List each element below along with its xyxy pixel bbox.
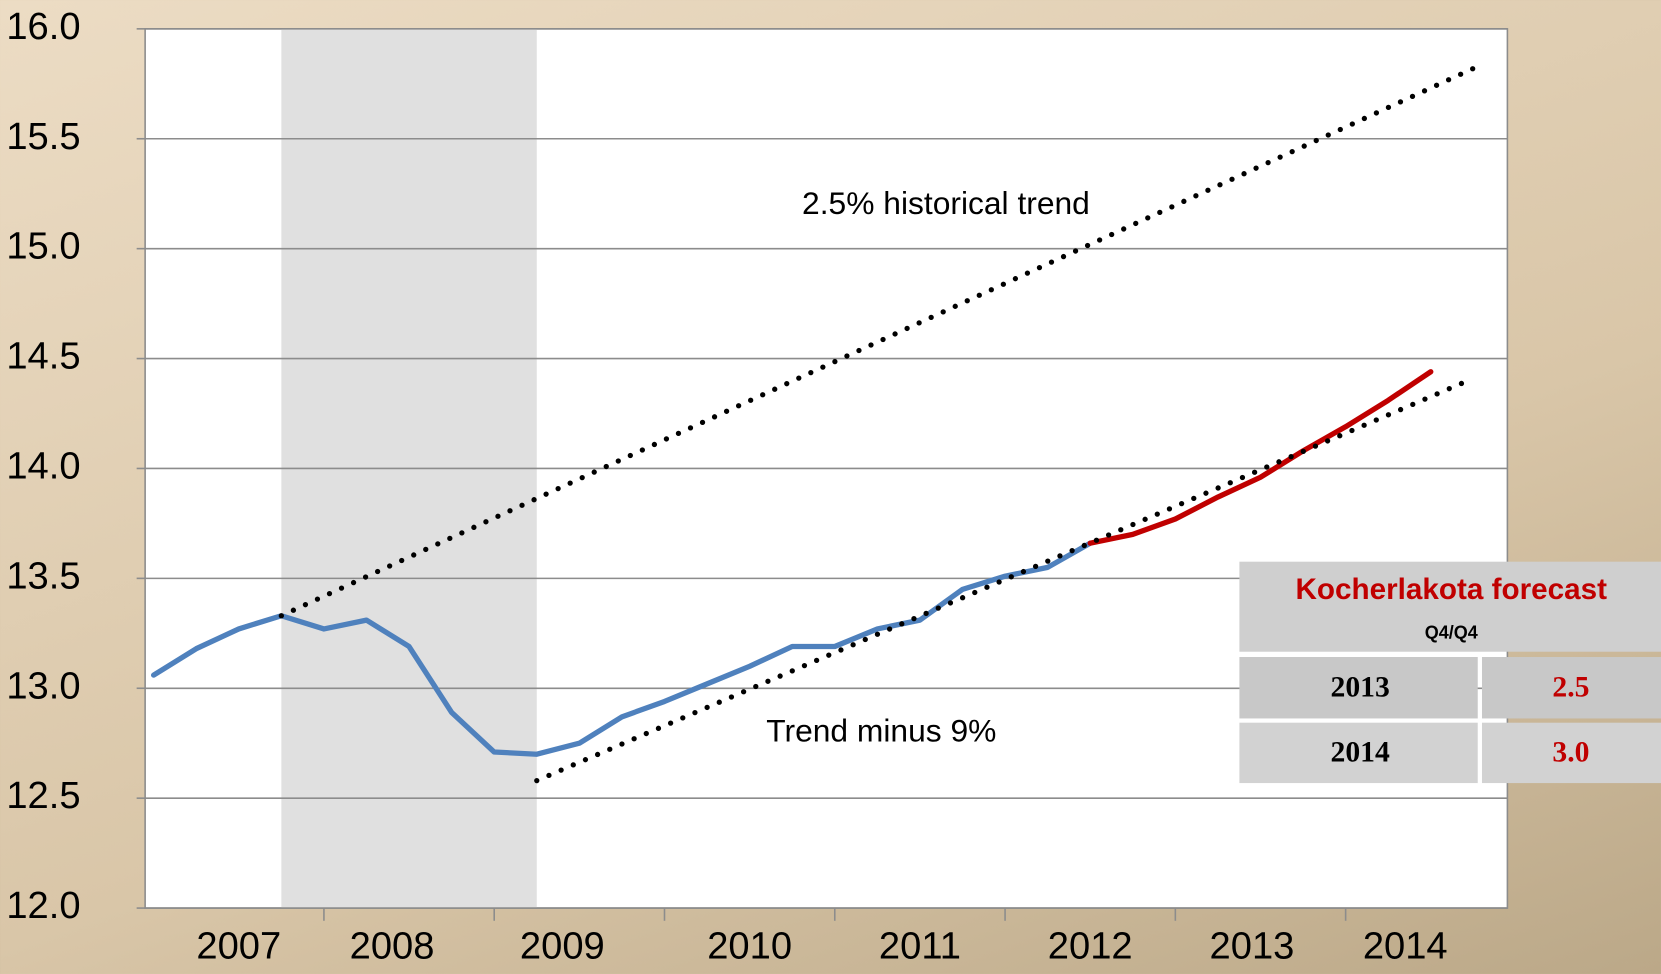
table-year: 2014 [1330, 736, 1389, 768]
annotation: Trend minus 9% [766, 713, 996, 749]
table-value: 3.0 [1552, 736, 1589, 768]
table-header [1239, 561, 1661, 652]
x-tick-label: 2009 [520, 924, 605, 967]
data-line [150, 540, 1093, 757]
y-tick-label: 14.5 [6, 335, 80, 378]
table-cell [1481, 722, 1661, 784]
table-cell [1481, 657, 1661, 719]
y-tick-label: 15.5 [6, 115, 80, 158]
y-tick-label: 14.0 [6, 445, 80, 488]
x-tick-label: 2007 [196, 924, 281, 967]
data-line [1087, 369, 1434, 546]
y-tick-label: 16.0 [6, 5, 80, 48]
table-cell [1239, 657, 1478, 719]
x-tick-label: 2013 [1210, 924, 1295, 967]
x-tick-label: 2014 [1363, 924, 1448, 967]
table-title: Kocherlakota forecast [1295, 573, 1607, 606]
x-tick-label: 2010 [707, 924, 792, 967]
y-tick-label: 12.5 [6, 774, 80, 817]
table-year: 2013 [1330, 672, 1389, 704]
y-tick-label: 15.0 [6, 225, 80, 268]
table-cell [1239, 722, 1478, 784]
y-tick-label: 13.5 [6, 554, 80, 597]
x-tick-label: 2011 [879, 924, 961, 967]
x-tick-label: 2008 [350, 924, 435, 967]
x-tick-label: 2012 [1048, 924, 1133, 967]
trend-line [534, 375, 1476, 784]
y-tick-label: 13.0 [6, 664, 80, 707]
table-subtitle: Q4/Q4 [1425, 622, 1478, 642]
table-value: 2.5 [1552, 672, 1589, 704]
y-tick-label: 12.0 [6, 884, 80, 927]
annotation: 2.5% historical trend [802, 185, 1090, 221]
forecast-table: Kocherlakota forecast Q4/Q4 2013 2.5 201… [1239, 561, 1661, 784]
